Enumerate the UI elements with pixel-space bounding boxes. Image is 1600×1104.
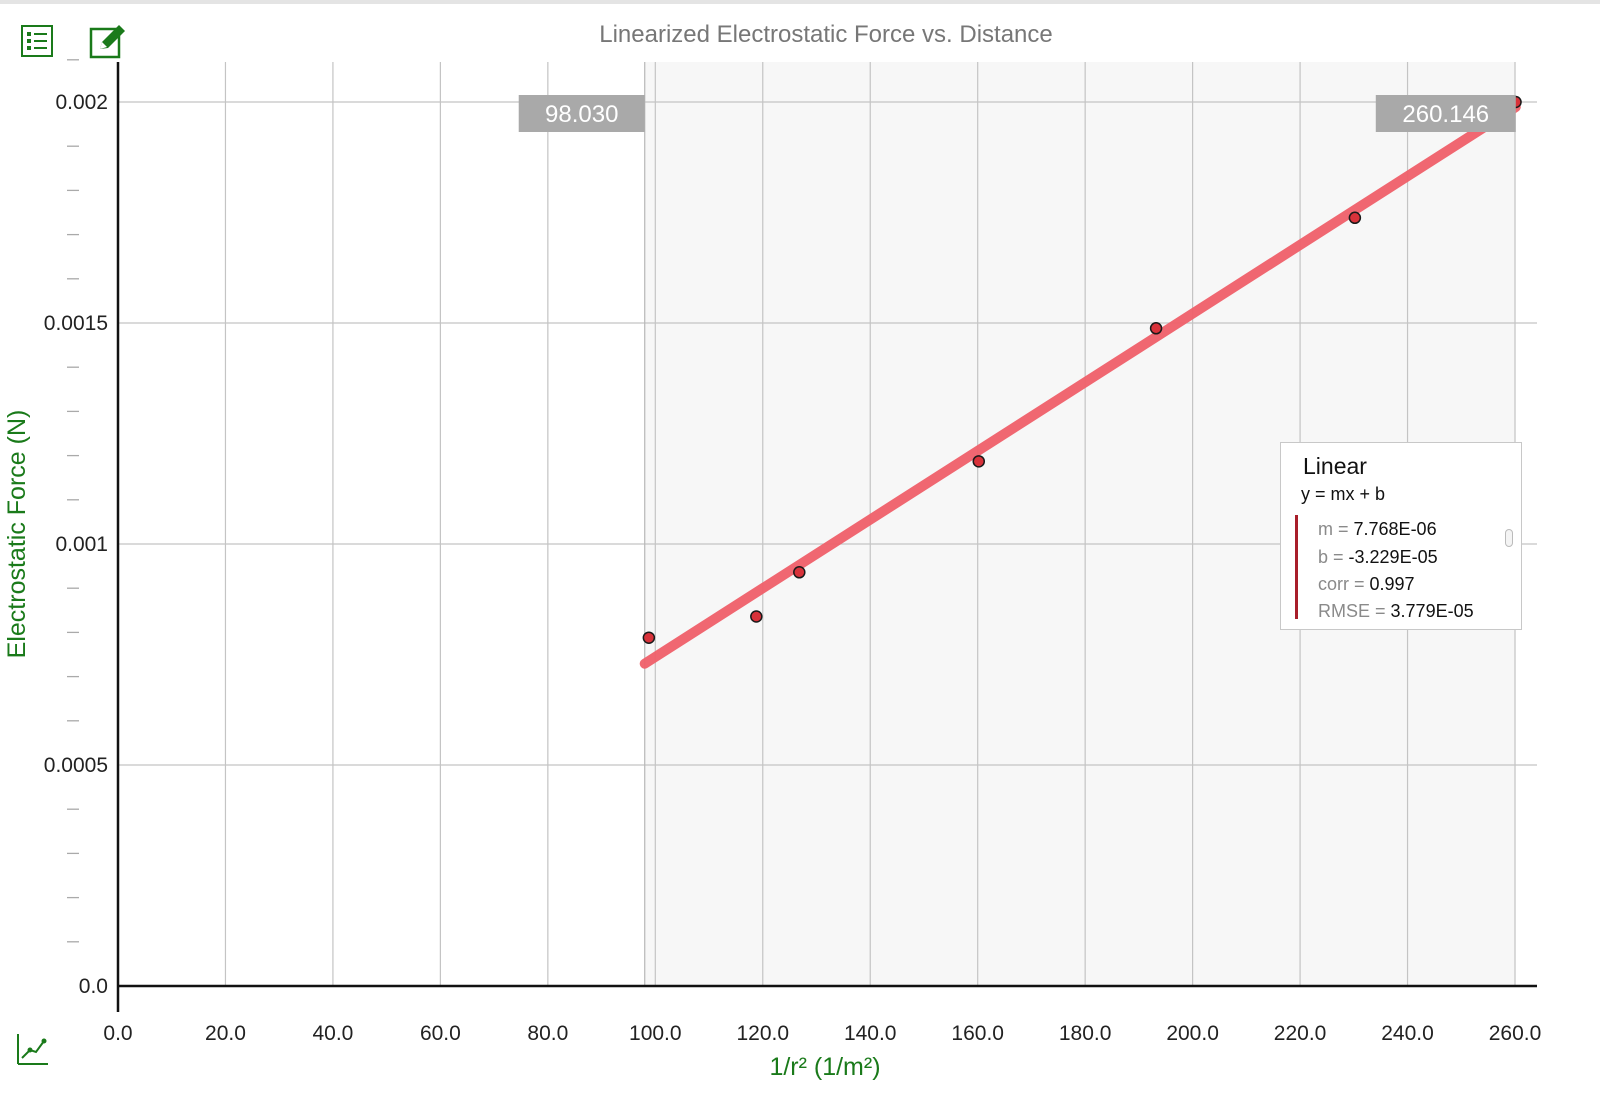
linear-fit-line[interactable] <box>639 102 1521 669</box>
x-tick-label: 240.0 <box>1381 1022 1434 1045</box>
fit-param-value: -3.229E-05 <box>1348 547 1438 567</box>
fit-param-m: m = 7.768E-06 <box>1318 519 1437 540</box>
range-end-flag[interactable] <box>1375 95 1516 132</box>
x-tick-label: 60.0 <box>420 1022 461 1045</box>
y-tick-label: 0.002 <box>55 91 108 114</box>
y-tick-label: 0.0005 <box>44 754 108 777</box>
x-tick-label: 160.0 <box>951 1022 1004 1045</box>
fit-param-rmse: RMSE = 3.779E-05 <box>1318 601 1474 622</box>
x-tick-label: 80.0 <box>527 1022 568 1045</box>
x-tick-label: 220.0 <box>1274 1022 1327 1045</box>
curve-fit-panel[interactable]: Linear y = mx + b m = 7.768E-06 b = -3.2… <box>1280 442 1522 630</box>
fit-param-value: 0.997 <box>1369 574 1415 594</box>
data-point[interactable] <box>972 455 986 468</box>
y-tick-label: 0.0015 <box>44 312 108 335</box>
y-tick-label: 0.0 <box>79 975 108 998</box>
data-point[interactable] <box>1149 322 1163 335</box>
x-tick-label: 200.0 <box>1166 1022 1219 1045</box>
fit-color-bar <box>1295 515 1298 619</box>
chart-title: Linearized Electrostatic Force vs. Dista… <box>599 21 1053 48</box>
panel-scrollbar[interactable] <box>1505 529 1513 547</box>
fit-param-key: corr = <box>1318 574 1370 594</box>
x-tick-label: 120.0 <box>736 1022 789 1045</box>
x-tick-label: 0.0 <box>103 1022 132 1045</box>
fit-param-corr: corr = 0.997 <box>1318 574 1415 595</box>
fit-param-key: RMSE = <box>1318 601 1391 621</box>
fit-equation: y = mx + b <box>1301 484 1386 504</box>
pencil-edit-icon[interactable] <box>88 22 128 62</box>
top-divider <box>0 0 1600 4</box>
fit-type-label: Linear <box>1303 453 1367 479</box>
x-tick-label: 20.0 <box>205 1022 246 1045</box>
fit-param-value: 7.768E-06 <box>1353 519 1437 539</box>
fit-param-key: b = <box>1318 547 1349 567</box>
x-tick-label: 100.0 <box>629 1022 682 1045</box>
range-end-label: 260.146 <box>1402 101 1489 128</box>
y-axis-label: Electrostatic Force (N) <box>3 410 31 659</box>
x-tick-label: 140.0 <box>844 1022 897 1045</box>
data-point[interactable] <box>750 610 763 623</box>
data-list-icon[interactable] <box>20 24 56 60</box>
range-start-flag[interactable] <box>518 95 645 132</box>
data-point[interactable] <box>642 631 656 644</box>
y-tick-label: 0.001 <box>55 533 108 556</box>
x-axis-label: 1/r² (1/m²) <box>769 1053 880 1081</box>
data-point[interactable] <box>1348 211 1362 225</box>
graph-options-icon[interactable] <box>14 1032 50 1068</box>
x-tick-label: 180.0 <box>1059 1022 1112 1045</box>
x-tick-label: 40.0 <box>312 1022 353 1045</box>
range-start-label: 98.030 <box>545 101 618 128</box>
fit-param-key: m = <box>1318 519 1354 539</box>
data-point[interactable] <box>793 566 806 579</box>
x-tick-label: 260.0 <box>1489 1022 1542 1045</box>
fit-param-value: 3.779E-05 <box>1390 601 1474 621</box>
fit-param-b: b = -3.229E-05 <box>1318 547 1438 568</box>
